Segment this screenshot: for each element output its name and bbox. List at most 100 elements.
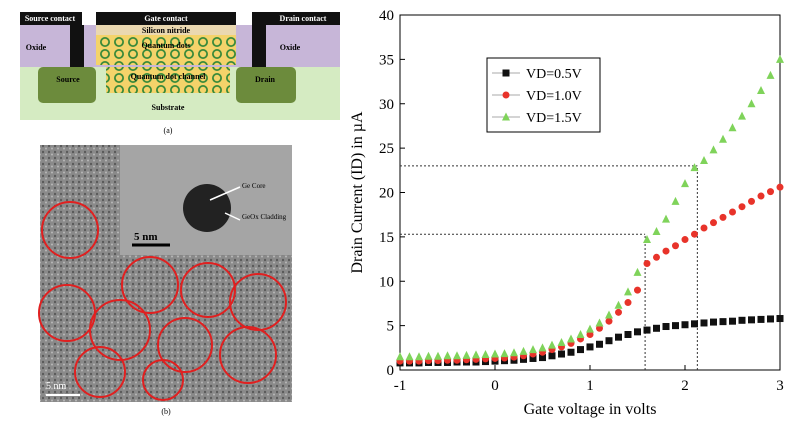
x-axis-label: Gate voltage in volts <box>524 401 657 418</box>
label: Oxide <box>280 43 301 52</box>
marker <box>538 343 547 352</box>
marker <box>710 219 717 227</box>
marker <box>567 334 575 343</box>
marker <box>529 354 537 362</box>
marker <box>519 346 528 355</box>
y-tick-label: 15 <box>379 230 394 246</box>
marker <box>567 348 575 356</box>
marker <box>586 324 594 333</box>
label: Source <box>56 75 80 84</box>
marker <box>558 350 565 358</box>
marker <box>776 54 784 63</box>
marker <box>729 317 736 325</box>
y-tick-label: 0 <box>387 363 395 379</box>
marker <box>691 320 698 328</box>
marker <box>586 331 594 338</box>
marker <box>415 352 423 361</box>
marker <box>443 351 452 360</box>
legend-marker <box>502 112 510 121</box>
marker <box>634 328 641 336</box>
marker <box>595 318 604 327</box>
marker <box>700 319 708 327</box>
marker <box>652 227 661 236</box>
marker <box>738 111 746 120</box>
marker <box>633 267 642 276</box>
marker <box>681 321 689 329</box>
marker <box>738 316 746 324</box>
marker <box>548 352 556 360</box>
y-tick-label: 20 <box>379 186 394 202</box>
marker <box>605 337 613 345</box>
marker <box>662 214 670 223</box>
marker <box>767 188 774 196</box>
marker <box>671 196 680 205</box>
reference-line <box>400 233 646 370</box>
legend-label: VD=1.0V <box>526 89 582 104</box>
marker <box>624 287 632 296</box>
marker <box>577 346 584 354</box>
marker <box>529 345 537 354</box>
label: Drain <box>255 75 276 84</box>
reference-line <box>400 165 698 370</box>
marker <box>776 183 784 191</box>
marker <box>491 349 499 358</box>
legend-marker <box>502 69 510 77</box>
label: Source contact <box>25 14 76 23</box>
caption: (a) <box>164 126 173 135</box>
marker <box>405 352 414 361</box>
marker <box>757 192 765 200</box>
legend-label: VD=1.5V <box>526 111 582 126</box>
marker <box>662 247 670 255</box>
marker <box>719 213 727 221</box>
marker <box>748 316 755 324</box>
marker <box>681 179 689 188</box>
label: Oxide <box>26 43 47 52</box>
marker <box>624 299 632 307</box>
marker <box>710 318 717 326</box>
marker <box>747 99 756 108</box>
y-tick-label: 5 <box>387 319 395 335</box>
marker <box>681 236 689 244</box>
marker <box>481 349 490 358</box>
y-tick-label: 10 <box>379 274 394 290</box>
label: Quantum dots <box>141 41 190 50</box>
marker <box>605 310 613 319</box>
diagram: Source contact Gate contact Drain contac… <box>20 12 340 135</box>
label: Silicon nitride <box>142 26 191 35</box>
marker <box>690 163 699 172</box>
marker <box>728 123 737 132</box>
marker <box>596 340 603 348</box>
marker <box>614 300 623 309</box>
caption: (b) <box>161 407 171 416</box>
marker <box>643 326 651 334</box>
marker <box>557 337 566 346</box>
x-tick-label: 2 <box>681 378 689 394</box>
label: Gate contact <box>144 14 188 23</box>
marker <box>700 224 708 232</box>
marker <box>500 349 509 358</box>
marker <box>748 197 755 205</box>
label: GeOx Cladding <box>242 213 287 221</box>
marker <box>653 253 660 261</box>
y-tick-label: 40 <box>379 8 394 24</box>
scale-label: 5 nm <box>134 231 158 243</box>
marker <box>424 351 433 360</box>
marker <box>615 308 622 316</box>
marker <box>757 315 765 323</box>
y-axis-label: Drain Current (ID) in µA <box>349 111 366 274</box>
legend: VD=0.5V VD=1.0V VD=1.5V <box>486 57 601 133</box>
marker <box>434 351 442 360</box>
marker <box>634 286 641 294</box>
marker <box>615 333 622 341</box>
marker <box>719 318 727 326</box>
marker <box>605 317 613 325</box>
marker <box>738 203 746 211</box>
marker <box>596 324 603 332</box>
marker <box>691 230 698 238</box>
marker <box>576 330 585 338</box>
marker <box>520 355 527 363</box>
x-tick-label: 0 <box>491 378 499 394</box>
marker <box>672 322 679 330</box>
legend-marker <box>502 91 510 99</box>
